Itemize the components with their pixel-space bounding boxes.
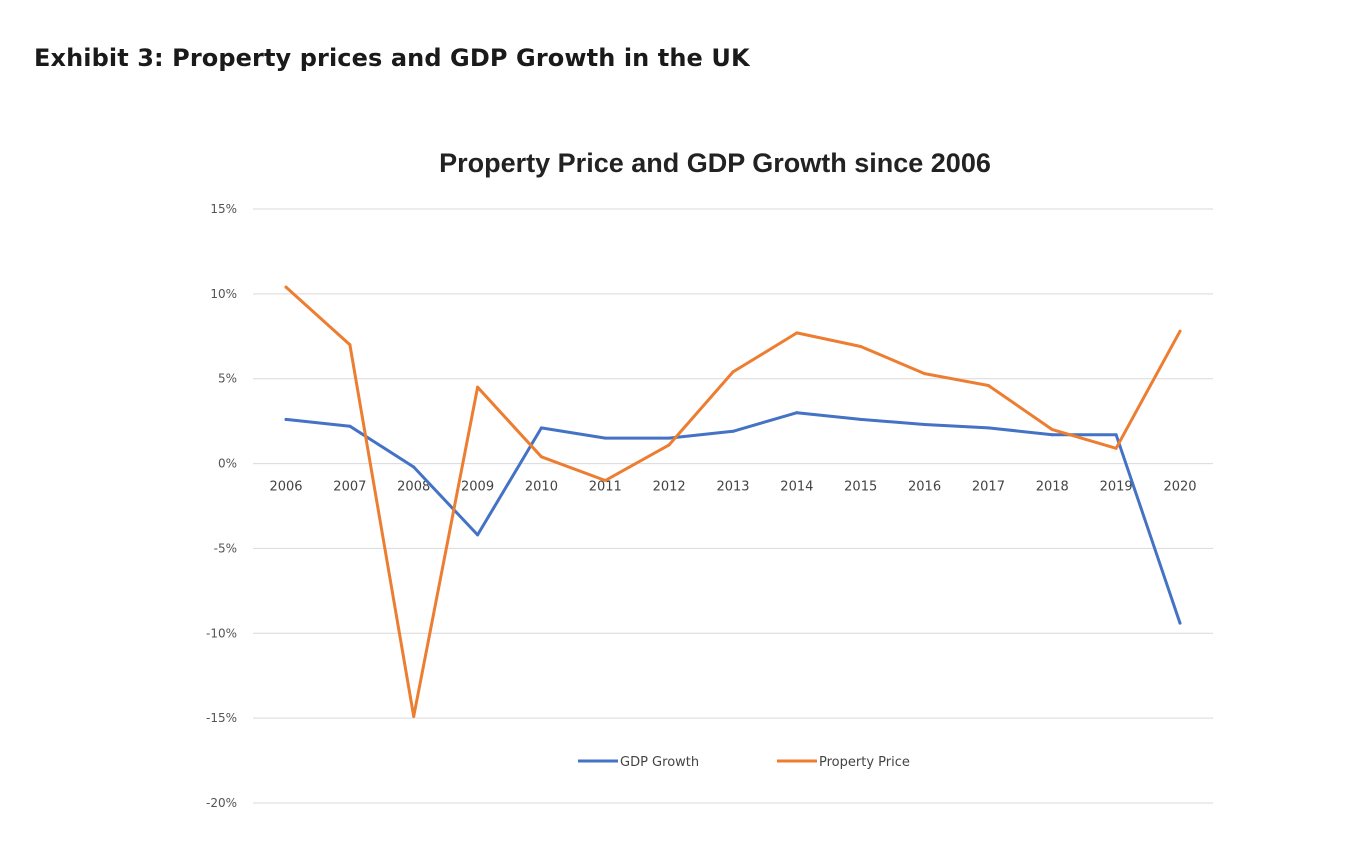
x-tick-label: 2011 <box>589 480 622 495</box>
y-tick-label: 5% <box>218 372 237 386</box>
data-point <box>284 285 288 289</box>
y-tick-label: 15% <box>210 202 237 216</box>
x-tick-label: 2013 <box>716 480 749 495</box>
series-property-price <box>284 285 1182 718</box>
legend-item: GDP Growth <box>578 755 699 770</box>
x-axis-ticks: 2006 2007 2008 2009 2010 2011 2012 2013 2014 2015… <box>269 480 1196 495</box>
data-point <box>667 443 671 447</box>
data-point <box>539 426 543 430</box>
data-point <box>859 344 863 348</box>
data-point <box>731 370 735 374</box>
data-point <box>923 372 927 376</box>
x-tick-label: 2008 <box>397 480 430 495</box>
series-gdp-growth <box>284 411 1182 625</box>
data-point <box>1114 446 1118 450</box>
data-point <box>795 411 799 415</box>
y-tick-label: -20% <box>206 796 237 810</box>
data-point <box>1178 329 1182 333</box>
x-tick-label: 2010 <box>525 480 558 495</box>
chart-title: Property Price and GDP Growth since 2006 <box>439 148 991 178</box>
gridlines <box>253 208 1213 804</box>
y-tick-label: 10% <box>210 287 237 301</box>
data-point <box>731 429 735 433</box>
y-axis-ticks: 15% 10% 5% 0% -5% -10% -15% -20% <box>206 202 237 810</box>
legend-label: Property Price <box>819 755 910 770</box>
x-tick-label: 2018 <box>1036 480 1069 495</box>
x-tick-label: 2014 <box>780 480 813 495</box>
data-point <box>412 465 416 469</box>
data-point <box>923 423 927 427</box>
x-tick-label: 2015 <box>844 480 877 495</box>
y-tick-label: -15% <box>206 711 237 725</box>
x-tick-label: 2009 <box>461 480 494 495</box>
data-point <box>1050 433 1054 437</box>
data-point <box>795 331 799 335</box>
data-point <box>476 385 480 389</box>
exhibit-title: Exhibit 3: Property prices and GDP Growt… <box>34 44 750 72</box>
data-point <box>667 436 671 440</box>
x-tick-label: 2016 <box>908 480 941 495</box>
data-point <box>348 343 352 347</box>
data-point <box>1114 433 1118 437</box>
y-tick-label: -10% <box>206 626 237 640</box>
data-point <box>1050 428 1054 432</box>
legend-item: Property Price <box>777 755 910 770</box>
data-point <box>859 417 863 421</box>
series-line <box>284 411 1182 625</box>
x-tick-label: 2007 <box>333 480 366 495</box>
data-point <box>539 455 543 459</box>
y-tick-label: -5% <box>214 541 237 555</box>
data-point <box>603 436 607 440</box>
legend: GDP Growth Property Price <box>578 755 910 770</box>
data-point <box>284 417 288 421</box>
data-point <box>986 384 990 388</box>
x-tick-label: 2006 <box>269 480 302 495</box>
series-lines <box>284 285 1182 718</box>
x-tick-label: 2020 <box>1163 480 1196 495</box>
data-point <box>348 424 352 428</box>
data-point <box>986 426 990 430</box>
x-tick-label: 2019 <box>1100 480 1133 495</box>
series-line <box>284 285 1182 718</box>
data-point <box>476 533 480 537</box>
x-tick-label: 2012 <box>653 480 686 495</box>
legend-label: GDP Growth <box>620 755 699 770</box>
data-point <box>603 479 607 483</box>
x-tick-label: 2017 <box>972 480 1005 495</box>
y-tick-label: 0% <box>218 457 237 471</box>
data-point <box>1178 621 1182 625</box>
data-point <box>412 714 416 718</box>
